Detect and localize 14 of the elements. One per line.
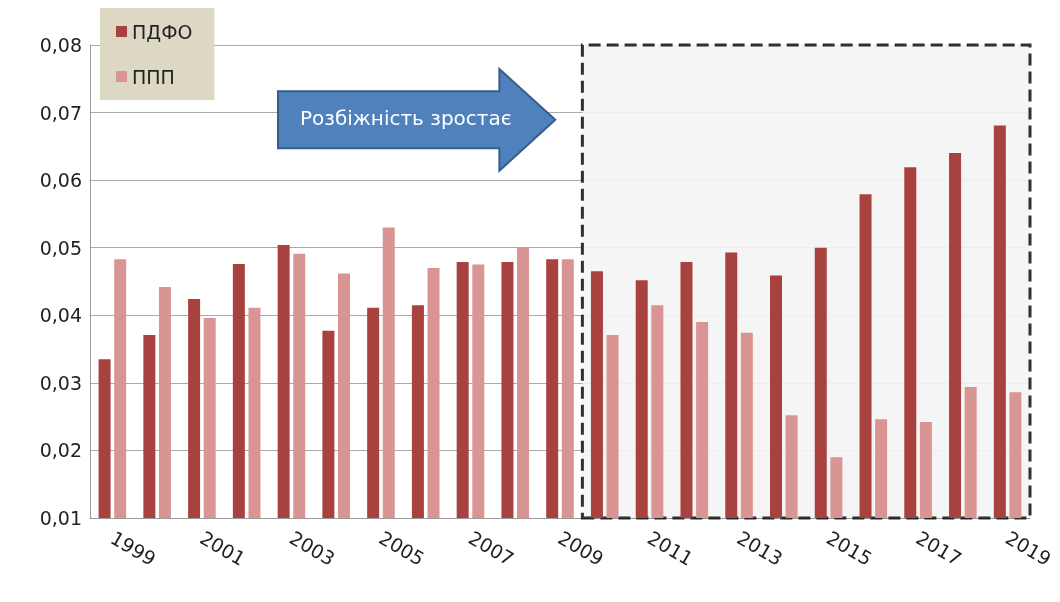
x-tick-label: 2017 [912, 526, 966, 570]
y-tick-label: 0,07 [39, 101, 82, 124]
y-tick-label: 0,02 [39, 439, 82, 462]
x-tick-label: 1999 [106, 526, 160, 570]
y-tick-label: 0,06 [39, 169, 82, 192]
y-tick-label: 0,01 [39, 507, 82, 529]
y-tick-label: 0,04 [39, 304, 82, 327]
y-tick-label: 0,08 [39, 34, 82, 56]
legend-label: ПДФО [132, 20, 193, 43]
y-tick-label: 0,05 [39, 236, 82, 259]
legend-label: ППП [132, 65, 175, 88]
x-tick-label: 2007 [464, 526, 518, 570]
annotation: Розбіжність зростає [300, 106, 512, 131]
y-tick-label: 0,03 [39, 371, 82, 394]
